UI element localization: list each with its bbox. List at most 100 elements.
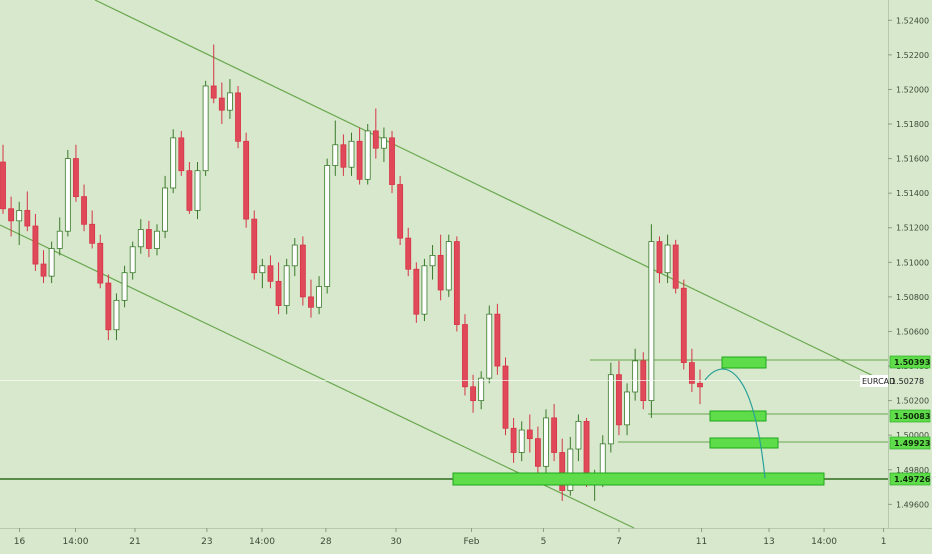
candle-body: [291, 244, 298, 267]
candle-body: [308, 296, 314, 308]
candle-body: [275, 280, 282, 306]
candle-body: [583, 420, 590, 481]
candle-body: [235, 92, 241, 142]
symbol-tag-bg: [860, 375, 888, 387]
price-axis: 1.52400 1.52200 1.52000 1.51800 1.51600 1.514…: [888, 16, 929, 509]
candle-body: [243, 140, 250, 220]
zone-box-2[interactable]: [709, 410, 767, 422]
price-level-badge: [889, 436, 931, 450]
time-axis: 16 14:00 21 23 14:00 28 30 Feb 5 7 11 13 14:00 1: [14, 528, 887, 547]
candle-body: [543, 417, 549, 467]
candle-body: [316, 286, 322, 308]
candle-body: [16, 210, 23, 222]
time-tick-label: 7: [616, 537, 622, 547]
time-tick-label: 13: [763, 537, 774, 547]
candle-body: [145, 229, 152, 249]
candle-body: [551, 417, 558, 453]
candle-body: [607, 374, 614, 445]
resistance-zone-box[interactable]: [721, 356, 767, 369]
candle-body: [89, 223, 96, 244]
candle-body: [389, 137, 395, 185]
candle-body: [688, 362, 695, 384]
price-tick-label: 1.51800: [896, 120, 929, 129]
price-tick-label: 1.49800: [896, 466, 929, 475]
candle-body: [170, 137, 177, 189]
price-tick-label: 1.51200: [896, 224, 929, 233]
candle-body: [413, 268, 420, 315]
candle-body: [462, 324, 468, 388]
candle-body: [445, 241, 452, 291]
time-tick-label: 1: [881, 537, 887, 547]
price-tick-label: 1.49600: [896, 500, 929, 509]
time-tick-label: 5: [541, 537, 547, 547]
candle-body: [259, 265, 266, 274]
projection-arc[interactable]: [704, 368, 766, 479]
candle-body: [162, 187, 169, 232]
candle-body: [680, 287, 687, 363]
price-level-label: 1.49923: [894, 439, 930, 448]
candle-body: [648, 241, 655, 402]
price-level-label: 1.50083: [894, 412, 930, 421]
candle-body: [48, 248, 55, 277]
candle-body: [129, 246, 136, 274]
candle-body: [429, 255, 436, 267]
candle-body: [397, 184, 404, 239]
time-tick-label: 14:00: [63, 537, 89, 547]
candle-body: [267, 265, 274, 282]
candle-body: [56, 230, 63, 249]
price-tick-label: 1.52000: [896, 85, 929, 94]
time-tick-label: 30: [390, 537, 402, 547]
candle-body: [251, 218, 258, 274]
candle-body: [210, 85, 217, 99]
candle-body: [518, 429, 525, 453]
candle-body: [559, 452, 566, 491]
upper-channel-trendline[interactable]: [94, 0, 889, 384]
candle-body: [381, 137, 387, 149]
candle-body: [356, 140, 363, 180]
candle-body: [656, 241, 663, 274]
candlestick-series: [0, 44, 703, 501]
candle-body: [0, 161, 6, 210]
price-level-badge: [889, 409, 931, 423]
candle-body: [672, 244, 679, 289]
candle-body: [405, 237, 412, 270]
price-tick-label: 1.50600: [896, 327, 929, 336]
time-tick-label: Feb: [464, 537, 480, 547]
candle-body: [372, 130, 379, 149]
price-tick-label: 1.51400: [896, 189, 929, 198]
candle-body: [494, 313, 501, 367]
candle-body: [283, 265, 290, 306]
candle-body: [348, 140, 355, 168]
price-level-label: 1.49726: [894, 475, 931, 484]
price-tick-label: 1.50000: [896, 431, 929, 440]
price-tick-label: 1.51000: [896, 258, 929, 267]
current-price-label: 1.50278: [891, 377, 924, 386]
candle-body: [105, 282, 112, 331]
price-tick-label: 1.52200: [896, 51, 929, 60]
candle-body: [453, 241, 460, 325]
candle-body: [121, 272, 128, 301]
candle-body: [113, 299, 120, 331]
candle-body: [154, 230, 160, 249]
candle-body: [478, 377, 485, 402]
candle-body: [324, 165, 331, 287]
candle-body: [8, 208, 15, 222]
zone-box-3[interactable]: [709, 437, 779, 449]
candle-body: [178, 137, 185, 172]
candle-body: [40, 263, 47, 277]
support-zone-box[interactable]: [452, 472, 825, 486]
time-tick-label: 21: [129, 537, 140, 547]
candle-body: [332, 144, 339, 166]
candle-body: [97, 242, 104, 284]
candle-body: [24, 210, 31, 227]
candle-body: [73, 158, 79, 198]
candle-body: [299, 244, 306, 298]
candle-body: [81, 196, 87, 225]
candle-body: [470, 386, 476, 402]
candle-body: [437, 255, 444, 291]
symbol-label: EURCAD: [862, 377, 895, 386]
candle-body: [137, 229, 144, 248]
